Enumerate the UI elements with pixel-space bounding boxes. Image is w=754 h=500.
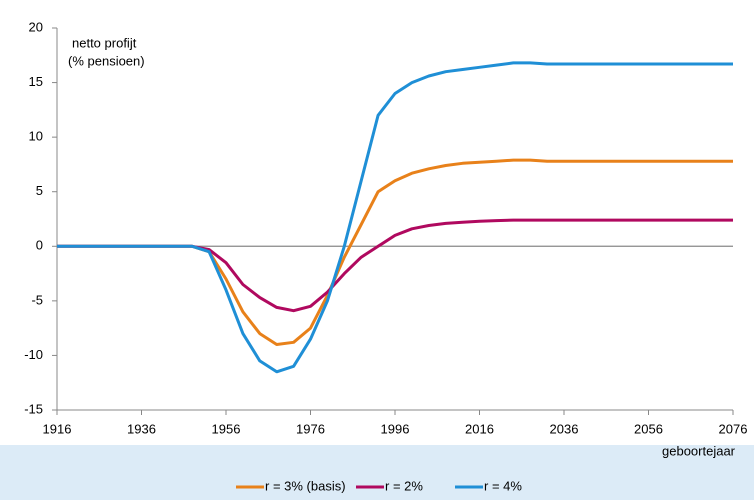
line [57, 61, 733, 374]
legend-label: r = 2% [385, 478, 423, 493]
y-tick-label: -10 [24, 347, 43, 362]
y-tick-label: -15 [24, 401, 43, 416]
y-tick-label: 15 [29, 74, 43, 89]
y-tick-label: 5 [36, 183, 43, 198]
footer-band [0, 445, 754, 500]
y-tick-label: 0 [36, 238, 43, 253]
x-tick-label: 2076 [719, 421, 748, 436]
x-tick-label: 2016 [465, 421, 494, 436]
x-tick-label: 1976 [296, 421, 325, 436]
x-tick-label: 1916 [43, 421, 72, 436]
x-label: geboortejaar [662, 443, 736, 458]
y-tick-label: -5 [31, 292, 43, 307]
y-tick-label: 10 [29, 129, 43, 144]
x-tick-label: 1936 [127, 421, 156, 436]
legend-label: r = 3% (basis) [265, 478, 346, 493]
legend-label: r = 4% [484, 478, 522, 493]
x-tick-label: 2036 [550, 421, 579, 436]
x-tick-label: 1956 [212, 421, 241, 436]
x-tick-label: 2056 [634, 421, 663, 436]
x-tick-label: 1996 [381, 421, 410, 436]
y-tick-label: 20 [29, 19, 43, 34]
y-label: netto profijt [72, 35, 137, 50]
y-label: (% pensioen) [68, 53, 145, 68]
